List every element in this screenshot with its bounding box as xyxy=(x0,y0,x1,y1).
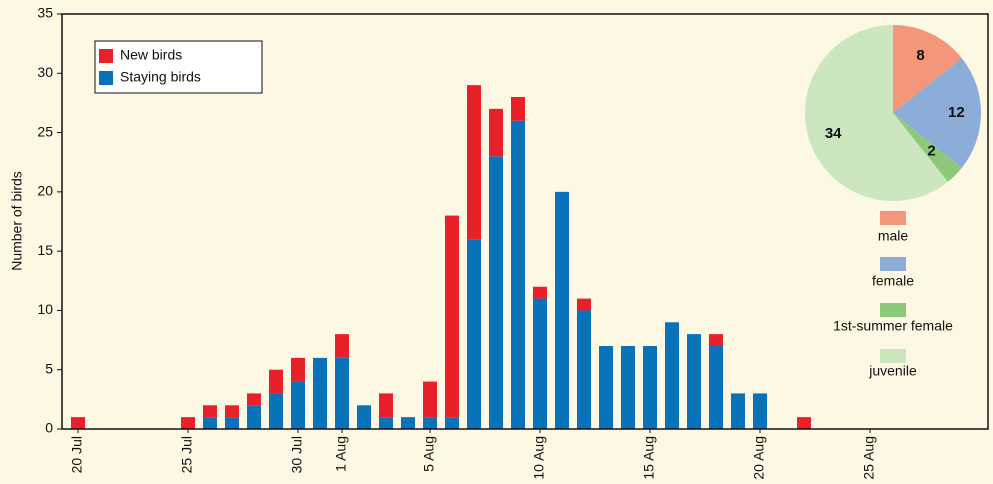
pie-legend-swatch xyxy=(880,349,906,363)
bar-segment xyxy=(797,417,811,429)
pie-value-label: 2 xyxy=(927,143,935,160)
bar-segment xyxy=(225,405,239,418)
x-tick-label: 20 Jul xyxy=(69,436,85,473)
pie-legend-label: 1st-summer female xyxy=(833,318,953,334)
bar-segment xyxy=(555,191,569,429)
legend-box xyxy=(94,40,263,94)
legend-label: New birds xyxy=(120,47,182,63)
bar-segment xyxy=(269,393,283,429)
bar-segment xyxy=(269,369,283,394)
y-tick-label: 15 xyxy=(37,242,53,258)
bar-segment xyxy=(687,334,701,429)
bar-segment xyxy=(203,405,217,418)
y-axis-label: Number of birds xyxy=(9,171,25,271)
y-tick-label: 20 xyxy=(37,183,53,199)
bar-segment xyxy=(753,393,767,429)
bar-segment xyxy=(225,417,239,429)
bar-segment xyxy=(467,239,481,429)
legend-swatch xyxy=(99,71,113,85)
x-tick-label: 15 Aug xyxy=(641,436,657,480)
pie-legend-label: male xyxy=(878,228,909,244)
y-tick-label: 0 xyxy=(45,420,53,436)
bar-segment xyxy=(379,393,393,418)
bar-segment xyxy=(335,334,349,358)
bar-segment xyxy=(247,405,261,429)
bar-segment xyxy=(709,334,723,346)
x-tick-label: 30 Jul xyxy=(289,436,305,473)
x-tick-label: 10 Aug xyxy=(531,436,547,480)
bar-segment xyxy=(467,85,481,240)
y-tick-label: 10 xyxy=(37,301,53,317)
x-tick-label: 5 Aug xyxy=(421,436,437,472)
bar-segment xyxy=(423,417,437,429)
bar-segment xyxy=(423,381,437,418)
bar-segment xyxy=(181,417,195,429)
bar-segment xyxy=(577,310,591,429)
bar-segment xyxy=(401,417,415,429)
bar-segment xyxy=(599,346,613,429)
bar-segment xyxy=(445,215,459,418)
bar-segment xyxy=(445,417,459,429)
bar-segment xyxy=(357,405,371,429)
x-tick-label: 1 Aug xyxy=(333,436,349,472)
pie-legend-label: female xyxy=(872,273,914,289)
pie-slice xyxy=(893,25,962,113)
bar-segment xyxy=(643,346,657,429)
pie-legend-swatch xyxy=(880,211,906,225)
bar-segment xyxy=(621,346,635,429)
bar-segment xyxy=(533,286,547,299)
x-tick-label: 25 Aug xyxy=(861,436,877,480)
bar-segment xyxy=(577,298,591,311)
pie-value-label: 12 xyxy=(948,104,965,121)
x-tick-label: 20 Aug xyxy=(751,436,767,480)
bar-segment xyxy=(203,417,217,429)
bar-segment xyxy=(511,97,525,121)
pie-legend-swatch xyxy=(880,257,906,271)
legend-swatch xyxy=(99,49,113,63)
pie-value-label: 34 xyxy=(825,125,842,142)
pie-slice xyxy=(805,25,948,202)
y-tick-label: 30 xyxy=(37,64,53,80)
pie-slice xyxy=(893,58,981,168)
legend-label: Staying birds xyxy=(120,69,201,85)
bar-segment xyxy=(665,322,679,429)
pie-legend-label: juvenile xyxy=(868,363,917,379)
y-tick-label: 5 xyxy=(45,360,53,376)
bar-segment xyxy=(731,393,745,429)
bar-segment xyxy=(489,156,503,430)
bar-segment xyxy=(335,357,349,429)
bar-segment xyxy=(379,417,393,429)
bar-segment xyxy=(291,381,305,429)
bar-segment xyxy=(71,417,85,429)
bar-segment xyxy=(511,120,525,429)
pie-slice xyxy=(893,113,962,182)
plot-frame xyxy=(61,13,989,430)
pie-legend-swatch xyxy=(880,303,906,317)
bar-segment xyxy=(489,108,503,157)
bar-segment xyxy=(313,357,327,429)
bar-segment xyxy=(533,298,547,429)
y-tick-label: 25 xyxy=(37,123,53,139)
x-tick-label: 25 Jul xyxy=(179,436,195,473)
pie-value-label: 8 xyxy=(916,47,924,64)
bar-segment xyxy=(247,393,261,406)
y-tick-label: 35 xyxy=(37,5,53,21)
bar-segment xyxy=(291,357,305,382)
bar-segment xyxy=(709,346,723,429)
